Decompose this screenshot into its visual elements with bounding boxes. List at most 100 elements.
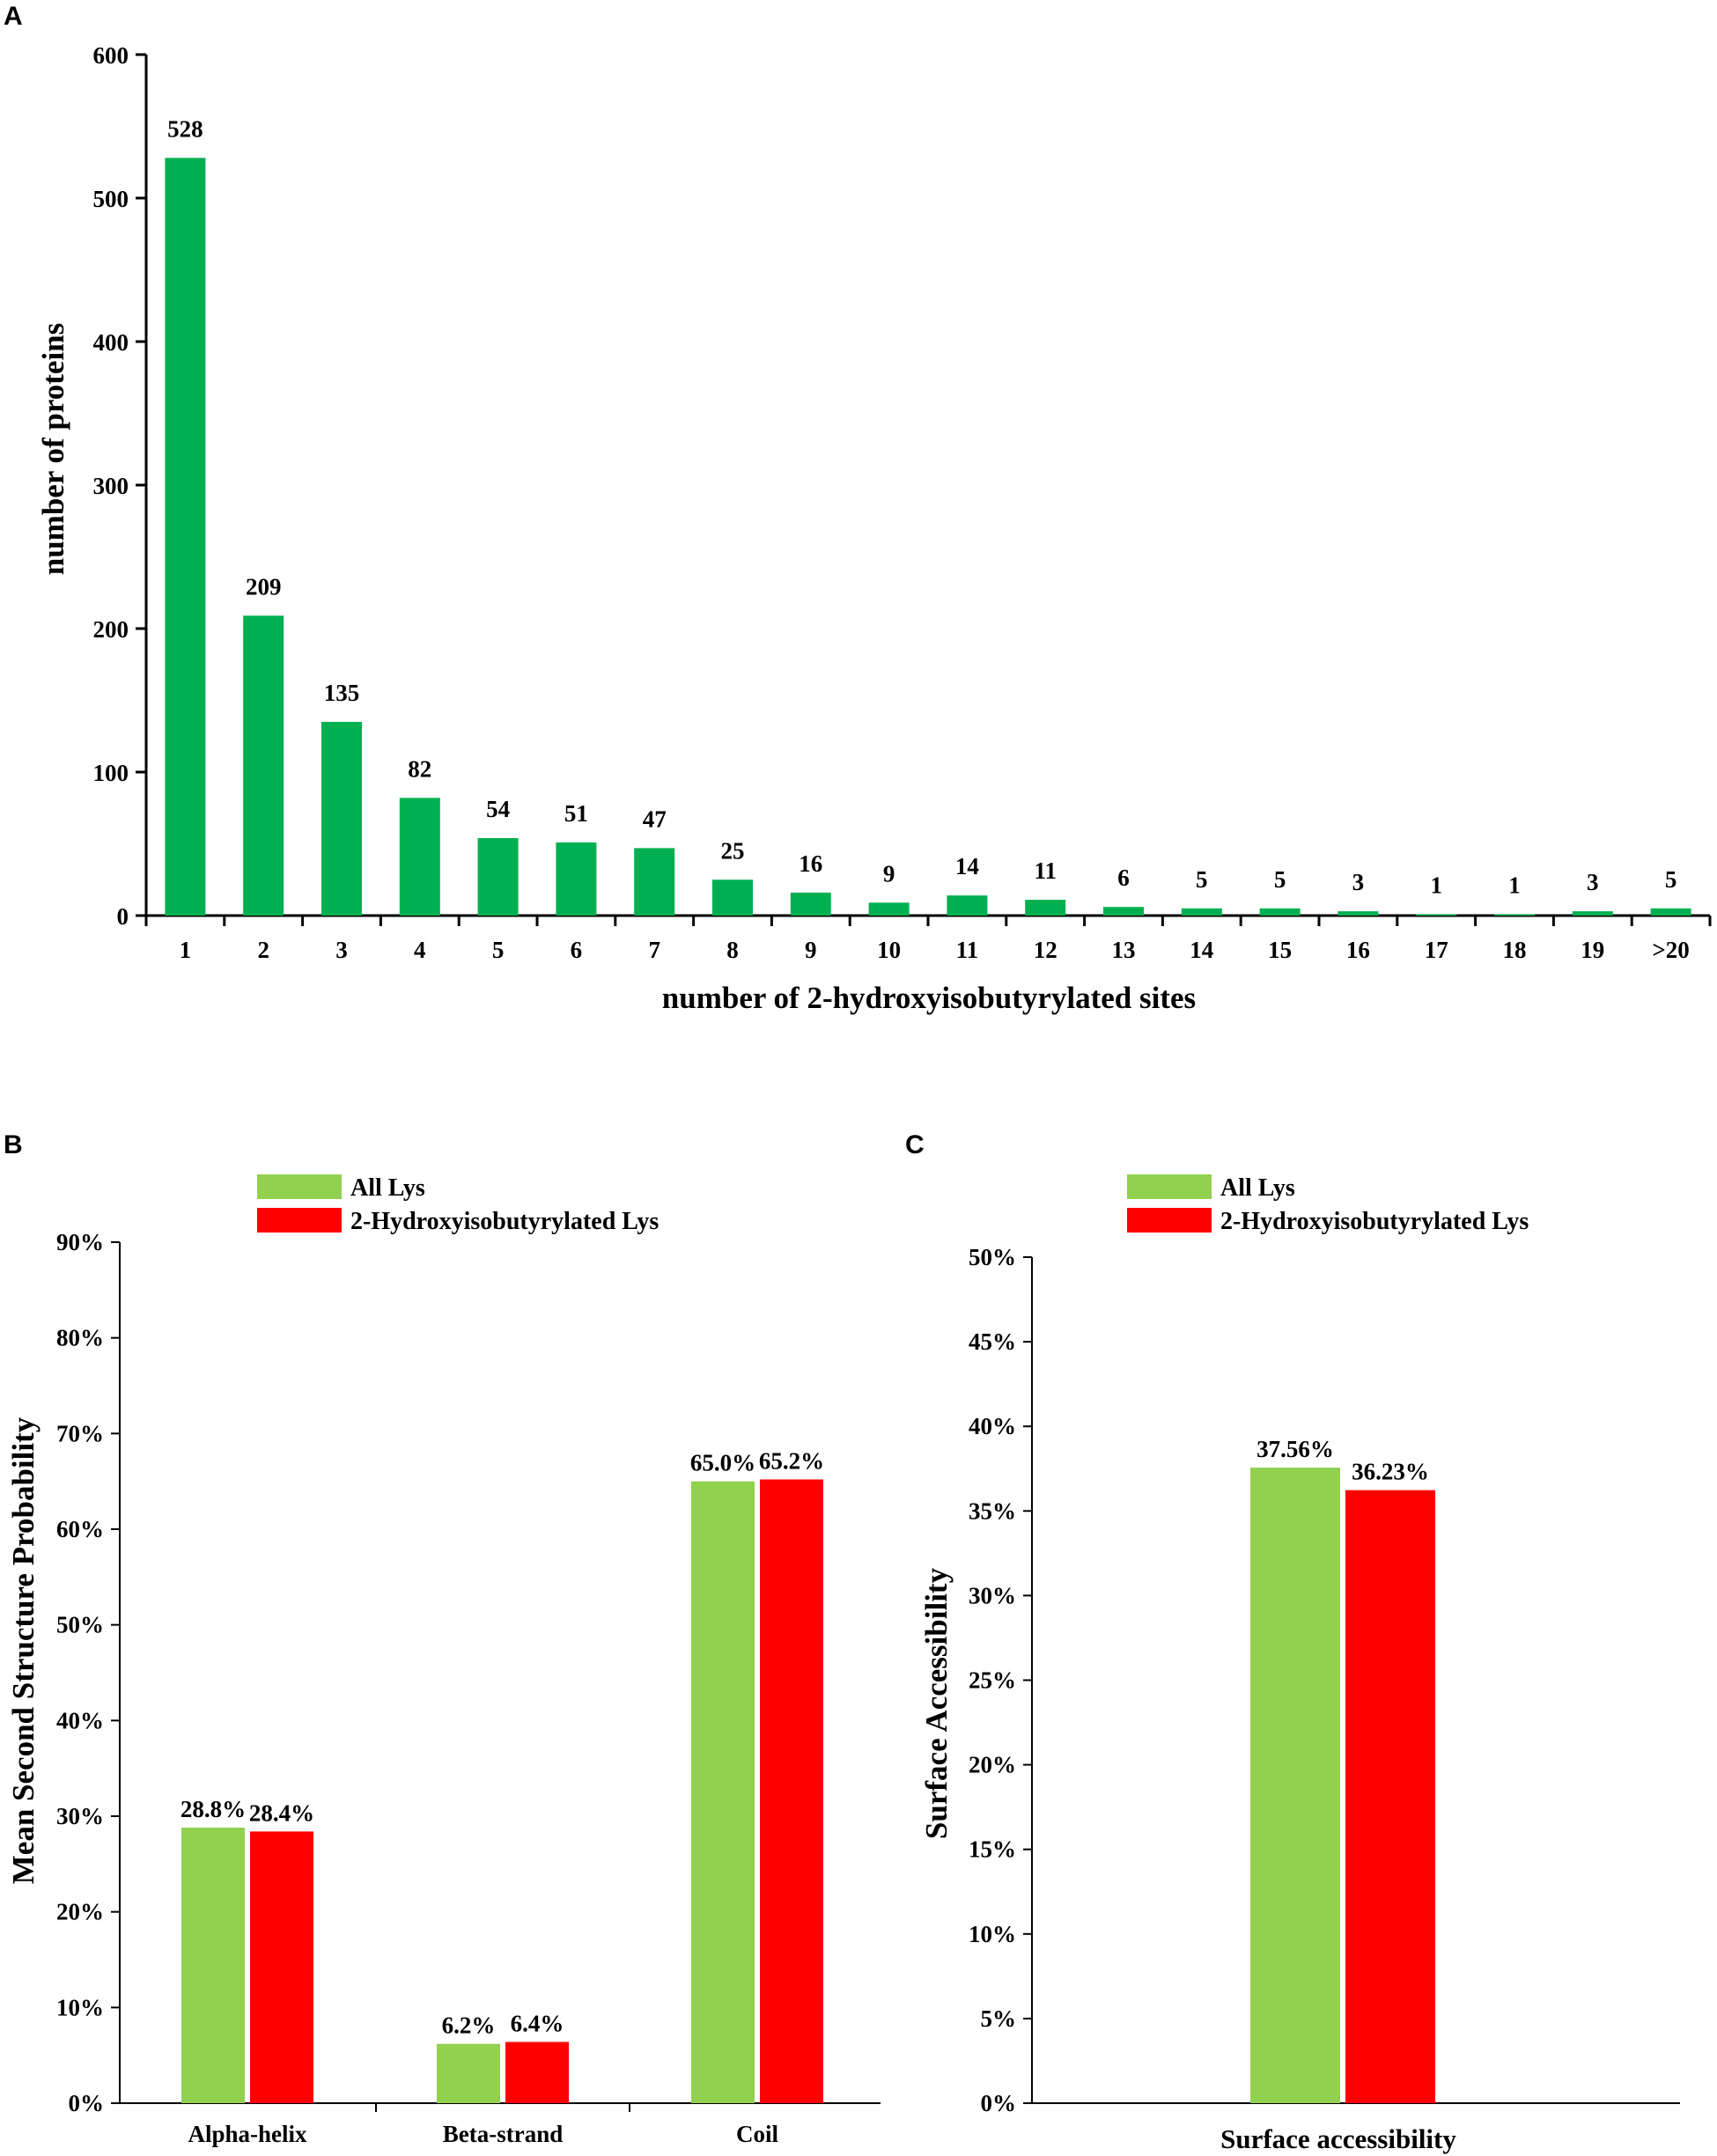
- chart-a-xtick-label: 10: [877, 937, 901, 963]
- chart-b-legend-swatch-khib-lys: [257, 1208, 342, 1233]
- chart-b-xtick-label: Beta-strand: [443, 2121, 564, 2147]
- chart-a-xtick-label: 11: [956, 937, 979, 963]
- chart-a-ytick-label: 300: [93, 473, 129, 499]
- chart-c-legend-swatch-khib-lys: [1127, 1208, 1212, 1233]
- chart-b-data-label: 28.8%: [181, 1796, 246, 1822]
- chart-a-xtick-label: 2: [257, 937, 269, 963]
- chart-a-ytick-label: 500: [93, 186, 129, 212]
- chart-a-ytick-label: 200: [93, 616, 129, 643]
- chart-b-bar-all-lys: [691, 1481, 755, 2103]
- chart-a-data-label: 5: [1196, 866, 1208, 893]
- chart-a-bar: [1650, 908, 1691, 916]
- chart-c-ytick-label: 40%: [969, 1413, 1016, 1439]
- chart-a-xtick-label: 3: [335, 937, 348, 963]
- chart-b-ytick-label: 0%: [69, 2090, 105, 2116]
- chart-b-legend-label: All Lys: [350, 1174, 425, 1202]
- chart-b-ytick-label: 90%: [56, 1229, 104, 1255]
- chart-c-ytick-label: 45%: [969, 1328, 1016, 1355]
- chart-a-data-label: 9: [883, 860, 895, 887]
- chart-a-xtick-label: 19: [1581, 937, 1604, 963]
- chart-a-data-label: 14: [955, 853, 979, 879]
- chart-b-ytick-label: 30%: [56, 1803, 104, 1829]
- panel-letter-a: A: [4, 2, 23, 31]
- chart-a-data-label: 51: [564, 800, 588, 827]
- chart-a-bar: [947, 895, 988, 916]
- chart-c-data-label: 36.23%: [1352, 1459, 1429, 1485]
- chart-a-bar: [790, 892, 831, 916]
- chart-a-data-label: 209: [246, 573, 282, 600]
- chart-a-xtick-label: 9: [805, 937, 817, 963]
- chart-a-data-label: 5: [1274, 866, 1286, 893]
- chart-b-ytick-label: 80%: [56, 1325, 104, 1351]
- chart-c-ytick-label: 35%: [969, 1497, 1016, 1524]
- chart-a-data-label: 11: [1034, 857, 1057, 884]
- chart-a-ylabel: number of proteins: [36, 323, 70, 576]
- chart-c-ytick-label: 30%: [969, 1582, 1016, 1608]
- chart-a-xtick-label: 8: [726, 937, 739, 963]
- chart-a-xtick-label: 6: [571, 937, 583, 963]
- chart-a-data-label: 25: [721, 837, 745, 864]
- chart-c-data-label: 37.56%: [1256, 1436, 1334, 1462]
- panel-letter-b: B: [4, 1130, 23, 1159]
- chart-a-data-label: 135: [324, 680, 360, 706]
- chart-a-xtick-label: 16: [1346, 937, 1370, 963]
- chart-a-bar: [1416, 914, 1457, 916]
- chart-a-data-label: 3: [1352, 869, 1365, 895]
- chart-a-data-label: 47: [643, 806, 667, 832]
- chart-b-ytick-label: 10%: [56, 1994, 104, 2020]
- chart-a-xtick-label: 15: [1268, 937, 1292, 963]
- chart-a-bar: [1181, 908, 1222, 916]
- chart-b-data-label: 65.0%: [690, 1450, 755, 1476]
- chart-b-data-label: 6.4%: [511, 2010, 564, 2036]
- chart-c: Surface Accessibility Surface accessibil…: [919, 1174, 1680, 2154]
- chart-c-ytick-label: 5%: [981, 2005, 1017, 2032]
- chart-c-ytick-label: 10%: [969, 1921, 1016, 1947]
- chart-a-bar: [321, 721, 362, 916]
- panel-letter-c: C: [905, 1130, 925, 1159]
- chart-c-ytick-label: 20%: [969, 1752, 1016, 1778]
- chart-a-xlabel: number of 2-hydroxyisobutyrylated sites: [662, 981, 1196, 1015]
- chart-c-ytick-label: 15%: [969, 1836, 1016, 1863]
- chart-a-bar: [1572, 911, 1613, 916]
- chart-b-ylabel: Mean Second Structure Probability: [6, 1416, 41, 1884]
- chart-b-ytick-label: 60%: [56, 1516, 104, 1542]
- chart-a-bar: [1259, 908, 1301, 916]
- chart-a-bar: [1337, 911, 1379, 916]
- chart-a-bar: [634, 848, 675, 916]
- chart-a-bar: [556, 842, 597, 916]
- chart-a-data-label: 528: [167, 115, 203, 142]
- chart-b-legend-label: 2-Hydroxyisobutyrylated Lys: [350, 1208, 659, 1235]
- chart-a-data-label: 1: [1508, 872, 1521, 898]
- chart-a-xtick-label: 12: [1034, 937, 1057, 963]
- chart-a-data-label: 3: [1587, 869, 1599, 895]
- chart-a-bar: [1103, 907, 1144, 916]
- chart-a-xtick-label: 13: [1112, 937, 1136, 963]
- chart-a-bar: [1494, 914, 1535, 916]
- chart-b-ytick-label: 40%: [56, 1707, 104, 1733]
- chart-b-bar-khib-lys: [505, 2042, 569, 2103]
- chart-a-xtick-label: 17: [1425, 937, 1448, 963]
- chart-a-data-label: 1: [1430, 872, 1442, 898]
- chart-c-ytick-label: 50%: [969, 1244, 1016, 1270]
- chart-a-data-label: 6: [1117, 865, 1130, 891]
- chart-a-xtick-label: 14: [1190, 937, 1213, 963]
- chart-c-bar-all-lys: [1250, 1468, 1340, 2103]
- chart-b-bar-all-lys: [181, 1828, 245, 2103]
- chart-a-xtick-label: >20: [1652, 937, 1689, 963]
- chart-a-xtick-label: 4: [414, 937, 426, 963]
- chart-b-data-label: 28.4%: [249, 1799, 314, 1826]
- chart-a-data-label: 82: [408, 755, 431, 782]
- chart-c-ytick-label: 0%: [981, 2090, 1017, 2116]
- chart-b-legend-swatch-all-lys: [257, 1174, 342, 1199]
- chart-a-data-label: 54: [486, 796, 510, 822]
- chart-c-legend-swatch-all-lys: [1127, 1174, 1212, 1199]
- chart-a-bar: [868, 902, 910, 916]
- chart-c-xlabel: Surface accessibility: [1220, 2123, 1456, 2154]
- chart-a-ytick-label: 400: [93, 329, 129, 356]
- chart-a-bar: [1025, 900, 1066, 916]
- chart-a-xtick-label: 1: [180, 937, 192, 963]
- chart-c-legend-label: 2-Hydroxyisobutyrylated Lys: [1220, 1208, 1529, 1235]
- chart-a: number of proteins number of 2-hydroxyis…: [36, 42, 1712, 1015]
- chart-b: Mean Second Structure Probability 0% 10% 2…: [6, 1174, 881, 2147]
